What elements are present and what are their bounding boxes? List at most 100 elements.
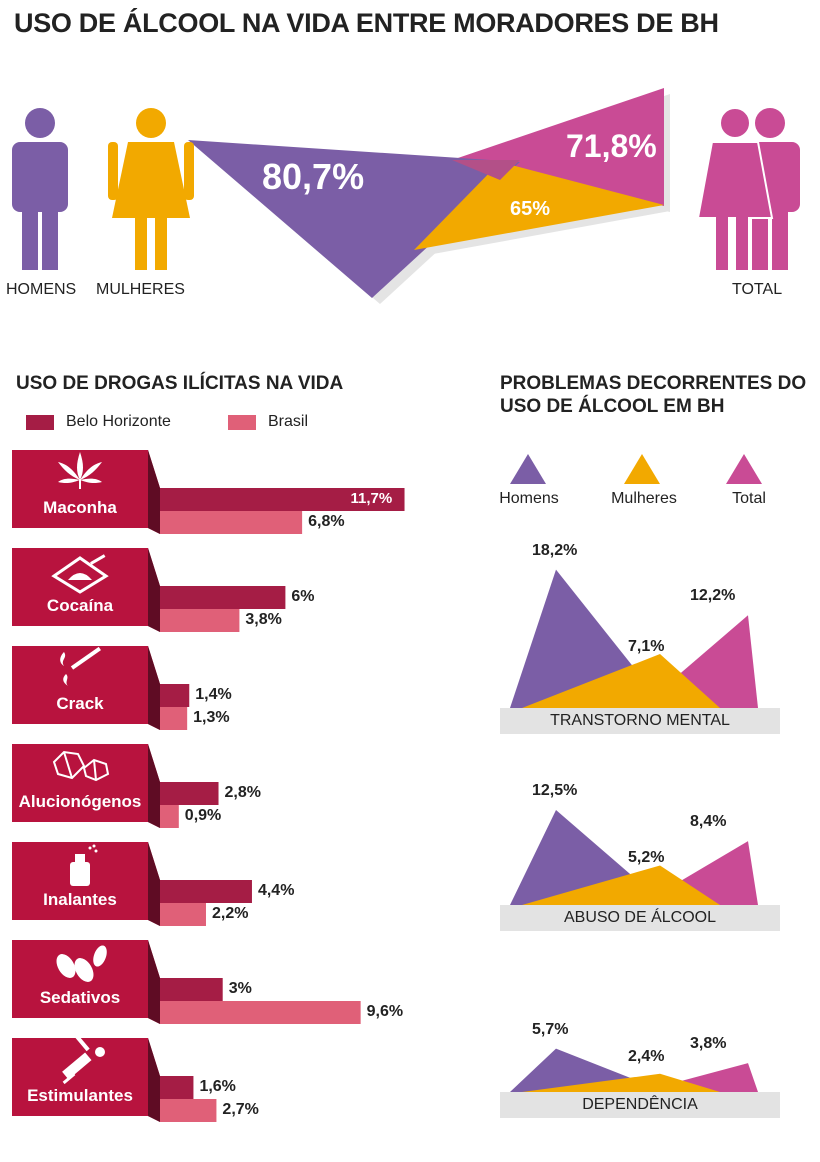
label-mulheres: MULHERES [96, 281, 185, 298]
bar-brasil-value: 3,8% [245, 611, 282, 628]
bar-bh-value: 11,7% [350, 490, 393, 507]
triangle-mulheres [414, 162, 664, 250]
drug-row-7 [12, 1038, 217, 1122]
category-box-side [148, 548, 160, 632]
bar-brasil-value: 2,7% [222, 1101, 259, 1118]
value-mulheres: 5,2% [628, 849, 665, 867]
bar-bh-3 [160, 684, 190, 707]
total-figures-icon [696, 107, 800, 270]
bar-bh-6 [160, 978, 223, 1001]
bar-brasil-4 [160, 805, 179, 828]
crack-pipe-icon [60, 646, 101, 686]
category-label: Alucionógenos [18, 792, 142, 811]
cannabis-leaf-icon [58, 452, 102, 489]
alcohol-use-chart [12, 88, 800, 304]
category-box-side [148, 842, 160, 926]
triangle-mulheres-2 [522, 865, 720, 905]
value-homens: 12,5% [532, 782, 578, 799]
category-box-side [148, 646, 160, 730]
legend-total: Total [732, 490, 766, 507]
syringe-icon [62, 1038, 105, 1085]
legend-swatch-bh [26, 414, 54, 430]
legend-bh: Belo Horizonte [26, 413, 171, 431]
problem-label: DEPENDÊNCIA [500, 1092, 780, 1118]
triangle-mulheres-1 [522, 654, 720, 708]
legend-label-brasil: Brasil [268, 413, 309, 430]
man-figure-icon [12, 108, 68, 270]
category-box [12, 940, 160, 1024]
bar-bh-7 [160, 1076, 194, 1099]
problems-legend-icons [510, 454, 762, 484]
value-total: 71,8% [566, 128, 657, 164]
bar-brasil-2 [160, 609, 240, 632]
category-box-side [148, 450, 160, 534]
bar-brasil-value: 1,3% [193, 709, 230, 726]
value-mulheres: 65% [510, 198, 551, 220]
category-box-side [148, 940, 160, 1024]
problem-label: ABUSO DE ÁLCOOL [500, 905, 780, 931]
category-box [12, 744, 160, 828]
category-box-side [148, 1038, 160, 1122]
drug-row-4 [12, 744, 219, 828]
drugs-title: USO DE DROGAS ILÍCITAS NA VIDA [16, 373, 344, 394]
bar-brasil-3 [160, 707, 188, 730]
bar-brasil-value: 9,6% [366, 1003, 404, 1020]
triangle-homens [188, 140, 520, 298]
spray-bottle-icon [70, 844, 98, 886]
category-label: Inalantes [43, 890, 117, 909]
value-total: 8,4% [690, 813, 727, 831]
bar-bh-2 [160, 586, 286, 609]
legend-label-bh: Belo Horizonte [66, 413, 171, 430]
legend-mulheres: Mulheres [611, 490, 677, 507]
triangle-total [452, 88, 664, 206]
bar-bh-value: 1,4% [195, 686, 232, 703]
bar-bh-value: 2,8% [224, 784, 261, 801]
triangle-overlap [452, 160, 520, 180]
bar-brasil-1 [160, 511, 303, 534]
bar-bh-5 [160, 880, 252, 903]
category-label: Crack [56, 694, 104, 713]
problems-title: PROBLEMAS DECORRENTES DO USO DE ÁLCOOL E… [500, 373, 807, 417]
legend-homens: Homens [499, 490, 559, 507]
category-label: Cocaína [46, 596, 114, 615]
label-total: TOTAL [732, 281, 783, 298]
label-homens: HOMENS [6, 281, 77, 298]
category-box-side [148, 744, 160, 828]
bar-brasil-7 [160, 1099, 217, 1122]
bar-brasil-6 [160, 1001, 361, 1024]
legend-triangle-total-icon [726, 454, 762, 484]
value-total: 12,2% [690, 587, 736, 605]
bar-bh-1 [160, 488, 405, 511]
value-homens: 80,7% [262, 156, 365, 197]
category-label: Sedativos [39, 988, 121, 1007]
value-mulheres: 2,4% [628, 1047, 665, 1065]
legend-triangle-mulheres-icon [624, 454, 660, 484]
value-total: 3,8% [690, 1035, 727, 1053]
bar-brasil-value: 6,8% [308, 513, 345, 530]
drug-row-3 [12, 646, 190, 730]
legend-brasil: Brasil [228, 413, 308, 431]
category-box [12, 450, 160, 534]
bar-bh-value: 6% [291, 588, 315, 605]
legend-swatch-brasil [228, 414, 256, 430]
category-label: Maconha [43, 498, 117, 517]
main-title: USO DE ÁLCOOL NA VIDA ENTRE MORADORES DE… [14, 8, 719, 38]
triangle-mulheres-3 [522, 1073, 720, 1092]
drug-row-6 [12, 940, 361, 1024]
bar-brasil-value: 2,2% [211, 905, 249, 922]
value-homens: 5,7% [532, 1020, 569, 1038]
woman-figure-icon [108, 108, 194, 270]
category-box [12, 646, 160, 730]
bar-bh-value: 3% [228, 980, 252, 997]
bar-brasil-5 [160, 903, 206, 926]
value-homens: 18,2% [532, 541, 578, 559]
problem-label: TRANSTORNO MENTAL [500, 708, 780, 734]
drug-row-2 [12, 548, 286, 632]
drug-row-1 [12, 450, 405, 534]
pills-icon [56, 945, 107, 982]
category-label: Estimulantes [27, 1086, 133, 1105]
cocaine-pile-icon [51, 554, 109, 594]
value-mulheres: 7,1% [628, 638, 665, 656]
